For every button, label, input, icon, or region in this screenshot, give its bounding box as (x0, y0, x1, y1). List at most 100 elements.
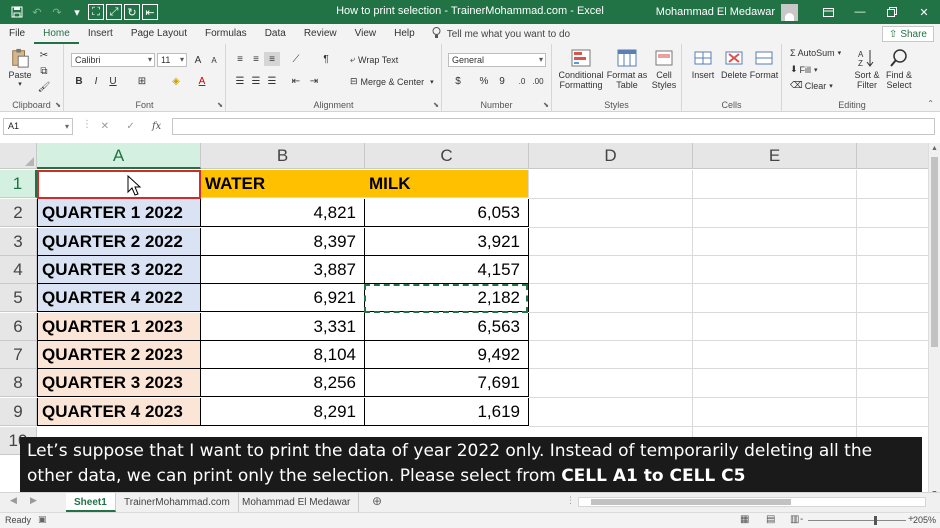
cell-b6[interactable]: 3,331 (201, 313, 365, 341)
cell-a6[interactable]: QUARTER 1 2023 (37, 313, 201, 341)
sheet-tab-trainer[interactable]: TrainerMohammad.com (116, 493, 239, 512)
align-top-icon[interactable]: ≡ (237, 53, 243, 65)
decrease-font-icon[interactable]: A (211, 55, 217, 65)
ribbon-display-icon[interactable] (812, 0, 844, 24)
zoom-slider-knob[interactable] (874, 516, 877, 525)
clear-button[interactable]: ⌫ Clear ▾ (790, 80, 833, 91)
page-layout-view-icon[interactable]: ▤ (766, 514, 776, 525)
refresh-icon[interactable]: ↻ (124, 4, 140, 20)
format-painter-icon[interactable]: 🖌 (37, 81, 51, 93)
font-size-combo[interactable]: 11 (157, 53, 187, 67)
cell-c5[interactable]: 2,182 (365, 284, 529, 312)
vertical-scrollbar[interactable]: ▲ ▼ (928, 143, 940, 499)
tab-page-layout[interactable]: Page Layout (130, 28, 187, 39)
alignment-launcher-icon[interactable]: ⬊ (433, 102, 439, 109)
macro-record-icon[interactable]: ▣ (38, 514, 47, 524)
cell-c4[interactable]: 4,157 (365, 256, 529, 284)
number-format-combo[interactable]: General (448, 53, 546, 67)
align-left-icon[interactable]: ☰ (235, 75, 245, 87)
cell-b1[interactable]: WATER (201, 170, 365, 198)
merge-center-button[interactable]: ⊟ Merge & Center ▾ (350, 76, 434, 87)
tab-insert[interactable]: Insert (87, 28, 113, 39)
cell-a1[interactable] (37, 170, 201, 198)
sheet-tab-sheet1[interactable]: Sheet1 (66, 493, 116, 512)
cell-b4[interactable]: 3,887 (201, 256, 365, 284)
column-header-b[interactable]: B (201, 143, 365, 169)
decrease-indent-icon[interactable]: ⇤ (291, 75, 301, 87)
format-cells-button[interactable]: Format (748, 48, 780, 80)
row-header-3[interactable]: 3 (0, 228, 37, 256)
increase-indent-icon[interactable]: ⇥ (309, 75, 319, 87)
increase-decimal-icon[interactable]: .0 (518, 76, 526, 86)
cell-a4[interactable]: QUARTER 3 2022 (37, 256, 201, 284)
column-header-a[interactable]: A (37, 143, 201, 169)
rtl-icon[interactable]: ¶ (323, 53, 329, 65)
format-as-table-button[interactable]: Format as Table (606, 48, 648, 90)
add-sheet-icon[interactable]: ⊕ (372, 494, 383, 508)
cell-c2[interactable]: 6,053 (365, 199, 529, 227)
fullscreen-icon[interactable]: ⛶ (88, 4, 104, 20)
name-box[interactable]: A1 (3, 118, 73, 135)
underline-button[interactable]: U (109, 75, 117, 87)
cell-styles-button[interactable]: Cell Styles (648, 48, 680, 90)
expand-icon[interactable]: ⤢ (106, 4, 122, 20)
font-launcher-icon[interactable]: ⬊ (217, 102, 223, 109)
percent-button[interactable]: % (479, 75, 489, 87)
align-right-icon[interactable]: ☰ (267, 75, 277, 87)
italic-button[interactable]: I (94, 75, 98, 87)
restore-button[interactable] (876, 0, 908, 24)
zoom-in-button[interactable]: + (908, 514, 914, 525)
cell-a7[interactable]: QUARTER 2 2023 (37, 341, 201, 369)
cell-c6[interactable]: 6,563 (365, 313, 529, 341)
tab-data[interactable]: Data (264, 28, 286, 39)
tell-me-search[interactable]: Tell me what you want to do (424, 26, 570, 42)
redo-icon[interactable]: ↷ (52, 6, 62, 19)
decrease-decimal-icon[interactable]: .00 (532, 76, 544, 86)
next-sheet-icon[interactable]: ▶ (30, 495, 37, 505)
column-header-e[interactable]: E (693, 143, 857, 169)
vertical-scroll-thumb[interactable] (931, 157, 938, 347)
cell-c9[interactable]: 1,619 (365, 398, 529, 426)
wrap-text-button[interactable]: ⤶ Wrap Text (350, 54, 398, 65)
insert-function-button[interactable]: fx (151, 121, 162, 132)
cut-icon[interactable]: ✂ (39, 49, 49, 61)
row-header-9[interactable]: 9 (0, 398, 37, 426)
row-header-5[interactable]: 5 (0, 284, 37, 312)
close-button[interactable]: ✕ (919, 6, 929, 19)
cell-c3[interactable]: 3,921 (365, 228, 529, 256)
copy-icon[interactable]: ⧉ (40, 65, 48, 77)
column-header-f[interactable] (857, 143, 928, 169)
tab-file[interactable]: File (9, 28, 26, 39)
normal-view-icon[interactable]: ▦ (740, 514, 750, 525)
cell-b8[interactable]: 8,256 (201, 369, 365, 397)
save-icon[interactable] (8, 3, 26, 21)
sheet-tab-name[interactable]: Mohammad El Medawar (234, 493, 360, 512)
comma-button[interactable]: 9 (499, 75, 505, 87)
tab-view[interactable]: View (354, 28, 377, 39)
scroll-up-icon[interactable]: ▲ (931, 145, 938, 152)
cell-a8[interactable]: QUARTER 3 2023 (37, 369, 201, 397)
cell-b5[interactable]: 6,921 (201, 284, 365, 312)
cell-a5[interactable]: QUARTER 4 2022 (37, 284, 201, 312)
arrow-icon[interactable]: ⇤ (142, 4, 158, 20)
customize-qat-icon[interactable]: ▾ (74, 6, 80, 19)
zoom-level[interactable]: 205% (912, 515, 936, 525)
align-middle-icon[interactable]: ≡ (253, 53, 259, 65)
collapse-ribbon-icon[interactable]: ⌃ (927, 99, 934, 108)
conditional-formatting-button[interactable]: Conditional Formatting (556, 48, 606, 90)
font-family-combo[interactable]: Calibri (71, 53, 155, 67)
font-color-icon[interactable]: A (198, 75, 206, 87)
undo-icon[interactable]: ↶ (32, 6, 42, 19)
cell-c8[interactable]: 7,691 (365, 369, 529, 397)
row-header-8[interactable]: 8 (0, 369, 37, 397)
minimize-button[interactable]: — (854, 6, 866, 18)
align-bottom-icon[interactable]: ≡ (264, 52, 280, 66)
autosum-button[interactable]: Σ AutoSum ▾ (790, 48, 842, 58)
align-center-icon[interactable]: ☰ (251, 75, 261, 87)
tab-help[interactable]: Help (394, 28, 415, 39)
bold-button[interactable]: B (75, 75, 83, 87)
tab-review[interactable]: Review (303, 28, 337, 39)
enter-icon[interactable]: ✓ (126, 121, 135, 132)
delete-cells-button[interactable]: Delete (718, 48, 750, 80)
